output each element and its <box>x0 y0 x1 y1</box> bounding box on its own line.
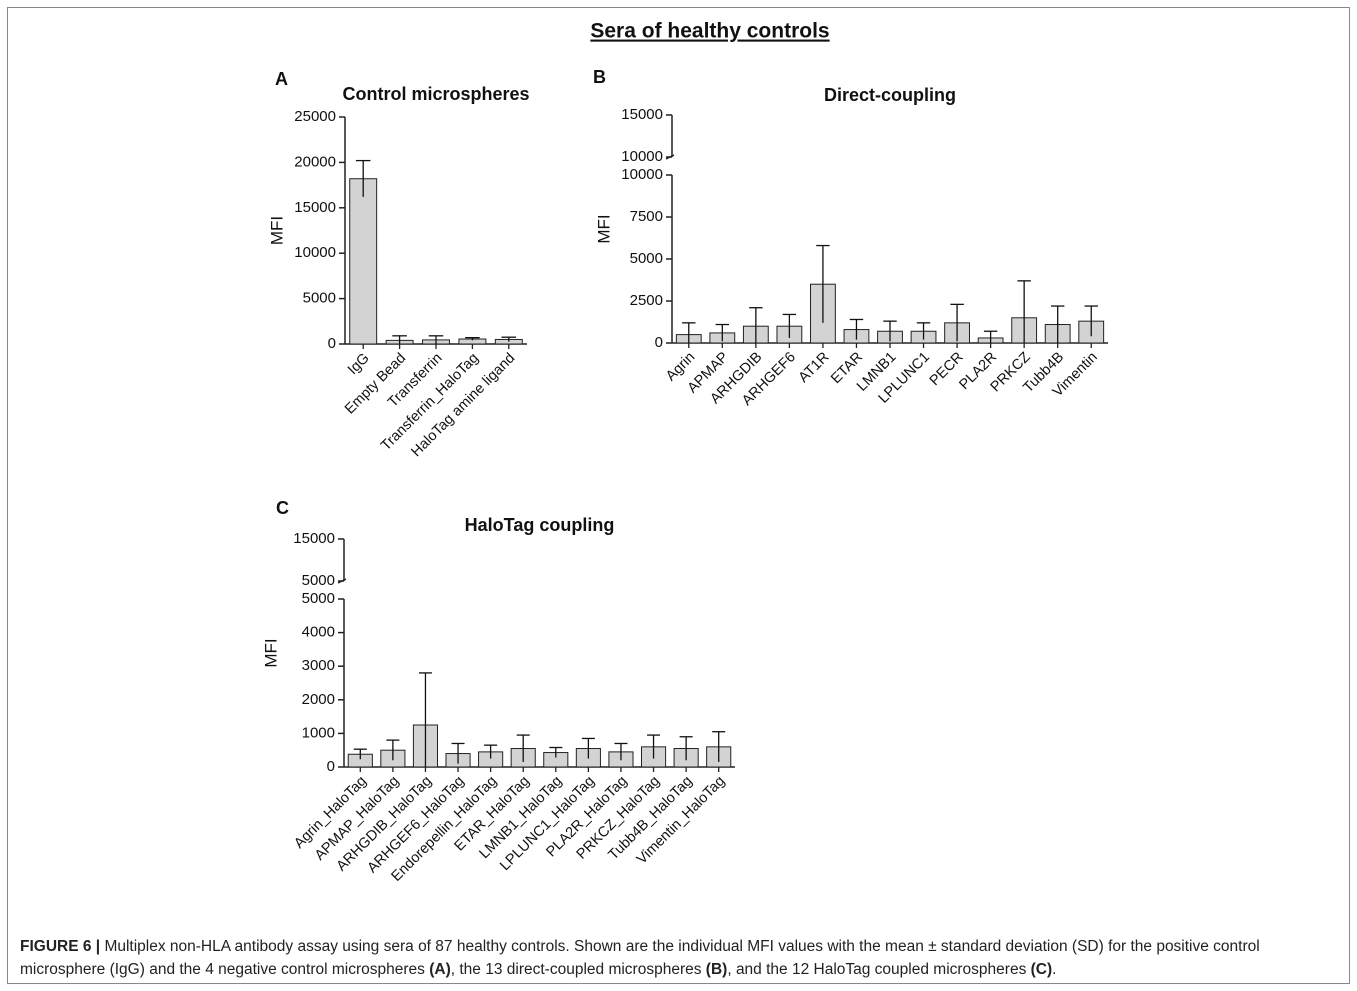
y-tick-label: 10000 <box>294 244 336 261</box>
panel-label: C <box>276 498 289 518</box>
y-tick-label: 4000 <box>302 624 335 641</box>
y-tick-label: 10000 <box>621 166 663 183</box>
y-tick-label: 0 <box>328 335 336 352</box>
caption-ref: (A) <box>429 961 451 978</box>
x-tick-label: IgG <box>345 350 373 378</box>
y-tick-label: 15000 <box>294 199 336 216</box>
caption-ref: (B) <box>705 961 728 978</box>
y-tick-label: 1000 <box>302 724 335 741</box>
y-tick-label: 2000 <box>302 691 335 708</box>
y-axis-label: MFI <box>261 638 280 667</box>
y-tick-label: 10000 <box>621 148 663 165</box>
panel-label: B <box>593 67 606 87</box>
caption-label: FIGURE 6 | <box>20 938 101 955</box>
y-tick-label: 5000 <box>303 290 336 307</box>
figure-title: Sera of healthy controls <box>590 20 829 43</box>
caption-text: , and the 12 HaloTag coupled microsphere… <box>727 961 1031 978</box>
y-tick-label: 5000 <box>302 590 335 607</box>
frame <box>7 7 1350 984</box>
y-tick-label: 25000 <box>294 108 336 125</box>
chart-title: Control microspheres <box>342 84 529 104</box>
y-axis-label: MFI <box>594 214 613 243</box>
y-tick-label: 20000 <box>294 153 336 170</box>
caption: FIGURE 6 | Multiplex non-HLA antibody as… <box>20 935 1338 981</box>
y-tick-label: 15000 <box>621 106 663 123</box>
caption-text: . <box>1052 961 1057 978</box>
caption-ref: (C) <box>1030 961 1053 978</box>
caption-text: , the 13 direct-coupled microspheres <box>450 961 706 978</box>
caption-text: Multiplex non-HLA antibody assay using s… <box>20 938 1260 978</box>
y-tick-label: 5000 <box>630 250 663 267</box>
y-tick-label: 3000 <box>302 657 335 674</box>
chart-title: Direct-coupling <box>824 85 956 105</box>
y-tick-label: 0 <box>327 758 335 775</box>
panel-label: A <box>275 69 288 89</box>
x-tick-label: AT1R <box>796 349 833 386</box>
chart-title: HaloTag coupling <box>465 515 615 535</box>
y-tick-label: 15000 <box>293 530 335 547</box>
y-tick-label: 2500 <box>630 292 663 309</box>
y-tick-label: 0 <box>655 334 663 351</box>
bar <box>349 178 378 345</box>
y-tick-label: 5000 <box>302 572 335 589</box>
y-axis-label: MFI <box>267 216 286 245</box>
y-tick-label: 7500 <box>630 208 663 225</box>
